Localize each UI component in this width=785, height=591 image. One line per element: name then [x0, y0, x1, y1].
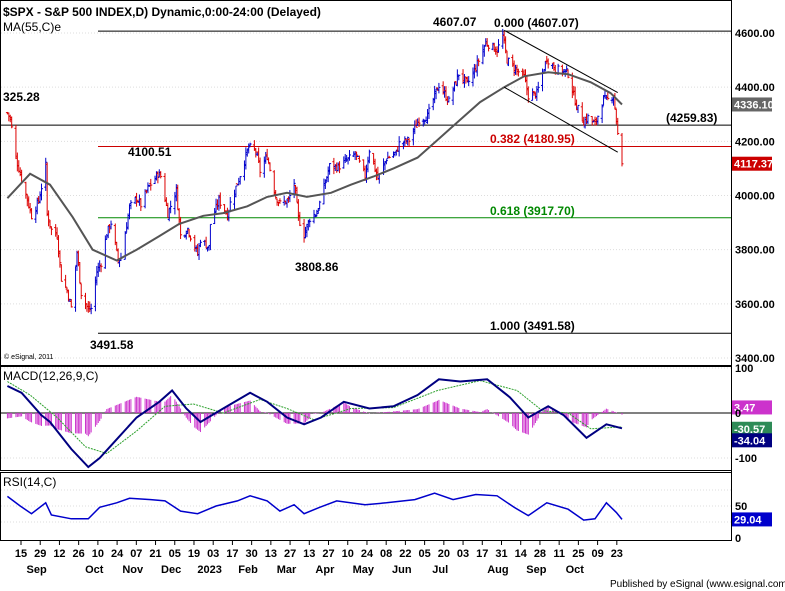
x-month-label: Oct — [566, 564, 585, 576]
macd-value-tag: -34.04 — [734, 435, 766, 447]
ma55-line — [6, 71, 623, 262]
x-day-label: 17 — [226, 548, 238, 560]
macd-title: MACD(12,26,9,C) — [3, 369, 98, 383]
x-day-label: 03 — [457, 548, 469, 560]
x-day-label: 11 — [553, 548, 565, 560]
last-price-tag: 4117.37 — [734, 159, 773, 171]
fib-1000-label: 1.000 (3491.58) — [490, 319, 575, 333]
macd-y-tick: -100 — [735, 453, 757, 465]
rsi-y-tick: 0 — [735, 533, 741, 545]
rsi-y-tick: 50 — [735, 501, 747, 513]
x-day-label: 20 — [438, 548, 450, 560]
x-month-label: Sep — [526, 564, 546, 576]
label-3808-86: 3808.86 — [295, 260, 339, 274]
chart-title: $SPX - S&P 500 INDEX,D) Dynamic,0:00-24:… — [3, 5, 321, 19]
rsi-panel — [0, 472, 732, 541]
x-day-label: 15 — [15, 548, 27, 560]
rsi-title: RSI(14,C) — [3, 475, 56, 489]
x-day-label: 07 — [130, 548, 142, 560]
x-day-label: 21 — [149, 548, 161, 560]
x-day-label: 27 — [322, 548, 334, 560]
published-by: Published by eSignal (www.esignal.com) — [610, 579, 785, 590]
macd-y-tick: 100 — [735, 363, 753, 375]
label-4100-51: 4100.51 — [128, 145, 172, 159]
label-4607-07: 4607.07 — [433, 15, 477, 29]
x-month-label: Oct — [85, 564, 104, 576]
x-day-label: 28 — [534, 548, 546, 560]
x-day-label: 03 — [207, 548, 219, 560]
price-y-tick: 4000.00 — [735, 191, 775, 203]
x-month-label: Jul — [432, 564, 448, 576]
macd-value-tag-bg — [732, 433, 772, 448]
ma-indicator-label: MA(55,C)e — [3, 20, 61, 34]
fib-382-label: 0.382 (4180.95) — [490, 132, 575, 146]
macd-signal-tag-bg — [732, 421, 772, 436]
rsi-value-tag: 29.04 — [734, 514, 762, 526]
x-month-label: Mar — [277, 564, 297, 576]
x-day-label: 08 — [380, 548, 392, 560]
x-month-label: Dec — [161, 564, 181, 576]
macd-hist-tag: 3.47 — [734, 402, 755, 414]
x-day-label: 13 — [265, 548, 277, 560]
x-day-label: 17 — [476, 548, 488, 560]
x-day-label: 25 — [572, 548, 584, 560]
x-day-label: 12 — [53, 548, 65, 560]
x-day-label: 22 — [399, 548, 411, 560]
x-month-label: Sep — [27, 564, 47, 576]
x-day-label: 19 — [188, 548, 200, 560]
macd-panel — [0, 366, 732, 471]
ma-value-tag: 4336.10 — [734, 99, 774, 111]
x-day-label: 10 — [92, 548, 104, 560]
x-day-label: 30 — [246, 548, 258, 560]
price-panel — [0, 0, 732, 366]
price-y-tick: 3800.00 — [735, 245, 775, 257]
trend-channel-upper — [503, 29, 618, 94]
x-day-label: 24 — [111, 548, 124, 560]
level-4259-label: (4259.83) — [666, 111, 717, 125]
x-day-label: 14 — [515, 548, 528, 560]
x-day-label: 24 — [361, 548, 374, 560]
x-day-label: 09 — [591, 548, 603, 560]
x-month-label: May — [353, 564, 375, 576]
x-month-label: Nov — [122, 564, 144, 576]
x-day-label: 05 — [169, 548, 181, 560]
last-price-tag-bg — [732, 156, 772, 171]
x-month-label: Aug — [487, 564, 508, 576]
fib-618-label: 0.618 (3917.70) — [490, 204, 575, 218]
x-day-label: 05 — [418, 548, 430, 560]
x-month-label: Feb — [238, 564, 258, 576]
x-day-label: 29 — [34, 548, 46, 560]
x-day-label: 26 — [73, 548, 85, 560]
fib-0-label: 0.000 (4607.07) — [494, 16, 579, 30]
trend-channel-lower — [503, 86, 618, 153]
x-day-label: 10 — [342, 548, 354, 560]
price-y-tick: 4600.00 — [735, 28, 775, 40]
rsi-line — [6, 492, 623, 521]
copyright-text: © eSignal, 2011 — [4, 353, 54, 361]
price-y-tick: 3400.00 — [735, 353, 775, 365]
x-day-label: 23 — [611, 548, 623, 560]
price-y-tick: 4200.00 — [735, 136, 775, 148]
price-y-tick: 3600.00 — [735, 299, 775, 311]
x-day-label: 31 — [495, 548, 507, 560]
macd-signal-tag: -30.57 — [734, 424, 765, 436]
x-month-label: Jun — [392, 564, 412, 576]
macd-line — [6, 378, 623, 469]
x-day-label: 13 — [303, 548, 315, 560]
label-3491-58: 3491.58 — [90, 338, 134, 352]
x-month-label: 2023 — [197, 564, 221, 576]
label-325-28: 325.28 — [3, 90, 40, 104]
x-month-label: Apr — [315, 564, 335, 576]
rsi-value-tag-bg — [732, 512, 772, 527]
macd-signal-line — [7, 380, 623, 455]
price-y-tick: 4400.00 — [735, 82, 775, 94]
macd-y-tick: 0 — [735, 408, 741, 420]
x-day-label: 27 — [284, 548, 296, 560]
ma-value-tag-bg — [732, 97, 772, 112]
macd-hist-tag-bg — [732, 400, 772, 415]
